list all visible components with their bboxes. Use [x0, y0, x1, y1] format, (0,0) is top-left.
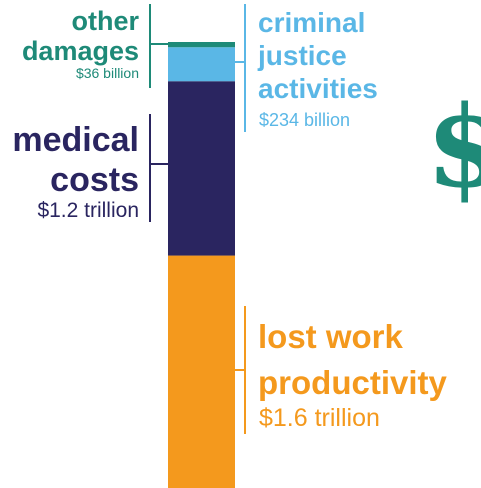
label-lost-work-productivity-line1: lost work: [258, 318, 403, 355]
bar-segment-medical-costs: [168, 81, 235, 256]
label-criminal-justice: criminal justice activities: [258, 6, 378, 105]
label-lost-work-productivity-line2: productivity: [258, 364, 447, 401]
bar-segment-criminal-justice-activities: [168, 47, 235, 82]
label-lost-work-productivity: lost work productivity: [258, 314, 447, 406]
amount-criminal-justice: $234 billion: [259, 110, 351, 130]
bar-segment-other-damages: [168, 42, 235, 48]
label-other-damages-line1: other: [71, 6, 140, 36]
amount-lost-work-productivity: $1.6 trillion: [259, 404, 380, 432]
label-medical-costs-line2: costs: [50, 161, 139, 199]
label-medical-costs: medical costs: [12, 120, 139, 200]
amount-medical-costs: $1.2 trillion: [37, 199, 139, 222]
bar-segment-lost-work-productivity: [168, 255, 235, 488]
label-criminal-justice-line1: criminal: [258, 7, 366, 38]
label-medical-costs-line1: medical: [12, 121, 139, 159]
label-criminal-justice-line2: justice: [258, 40, 347, 71]
label-other-damages: other damages: [22, 6, 139, 66]
amount-other-damages: $36 billion: [75, 65, 139, 81]
dollar-sign-icon: $: [426, 82, 481, 213]
label-other-damages-line2: damages: [21, 36, 139, 66]
label-criminal-justice-line3: activities: [258, 73, 378, 104]
